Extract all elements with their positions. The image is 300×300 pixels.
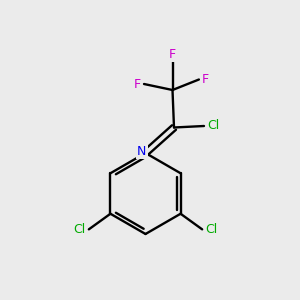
- Text: F: F: [169, 48, 176, 62]
- Text: F: F: [202, 73, 209, 86]
- Text: Cl: Cl: [205, 224, 217, 236]
- Text: N: N: [137, 145, 147, 158]
- Text: Cl: Cl: [74, 224, 86, 236]
- Text: Cl: Cl: [207, 119, 219, 132]
- Text: F: F: [134, 77, 141, 91]
